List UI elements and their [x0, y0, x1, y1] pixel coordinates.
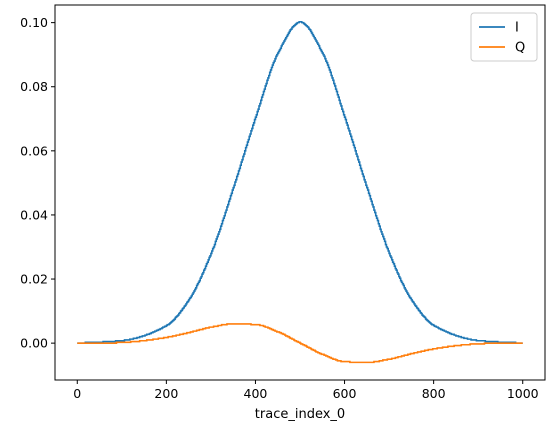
series-line-i — [77, 21, 523, 344]
legend: IQ — [470, 12, 538, 62]
y-axis-ticks: 0.00 0.02 0.04 0.06 0.08 0.10 — [20, 15, 55, 351]
legend-label-q: Q — [515, 41, 525, 56]
y-tick-label: 0.10 — [20, 15, 48, 30]
series-line-q — [77, 323, 523, 364]
plot-lines — [77, 21, 523, 364]
y-tick-label: 0.04 — [20, 207, 48, 222]
x-tick-label: 0 — [73, 386, 81, 401]
x-tick-label: 800 — [422, 386, 446, 401]
x-axis-label: trace_index_0 — [255, 407, 345, 422]
x-tick-label: 200 — [154, 386, 178, 401]
y-tick-label: 0.02 — [20, 272, 48, 287]
legend-box — [470, 12, 538, 62]
x-axis-ticks: 0 200 400 600 800 1000 — [73, 380, 539, 401]
x-tick-label: 600 — [333, 386, 357, 401]
x-tick-label: 400 — [244, 386, 268, 401]
y-tick-label: 0.08 — [20, 79, 48, 94]
y-tick-label: 0.00 — [20, 336, 48, 351]
legend-label-i: I — [515, 21, 519, 36]
plot-frame — [54, 4, 546, 381]
y-tick-label: 0.06 — [20, 143, 48, 158]
x-tick-label: 1000 — [507, 386, 539, 401]
